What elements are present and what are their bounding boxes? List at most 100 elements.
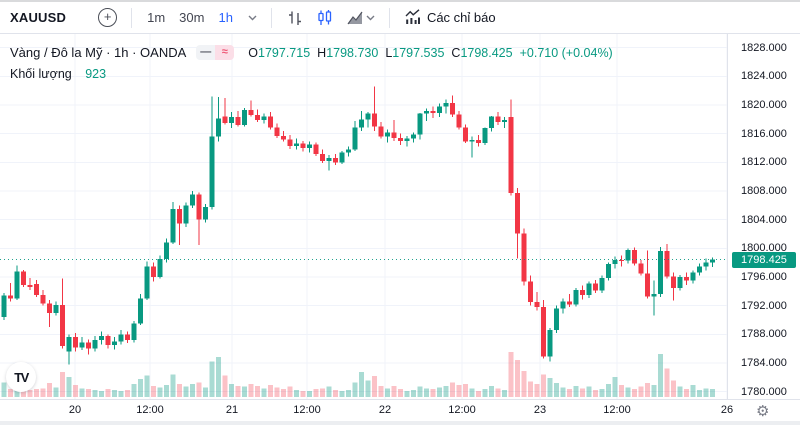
time-axis-label: 12:00 <box>293 404 321 416</box>
candle-body <box>697 266 702 273</box>
volume-bar <box>521 371 527 397</box>
volume-bar <box>21 387 26 397</box>
volume-bar <box>469 388 475 397</box>
volume-bar <box>287 386 293 397</box>
volume-bar <box>697 390 702 397</box>
symbol-description[interactable]: Vàng / Đô la Mỹ · 1h · OANDA <box>10 45 187 60</box>
candle-body <box>34 284 39 295</box>
volume-value: 923 <box>85 67 107 81</box>
indicators-button[interactable]: Các chỉ báo <box>398 4 502 32</box>
volume-bar <box>547 377 553 397</box>
bars-style-button[interactable] <box>280 4 310 32</box>
legend-minimize-button[interactable]: — <box>196 45 216 60</box>
candle-body <box>86 342 91 349</box>
compare-add-button[interactable]: + <box>92 4 123 32</box>
volume-bar <box>92 390 98 397</box>
volume-bar <box>378 385 384 397</box>
interval-30m-button[interactable]: 30m <box>172 10 211 25</box>
candle-body <box>456 114 462 128</box>
volume-bar <box>664 368 670 397</box>
volume-bar <box>372 376 377 397</box>
price-axis-label: 1808.000 <box>741 185 787 198</box>
high-label: H <box>317 45 327 60</box>
candle-body <box>112 341 117 346</box>
volume-bar <box>352 382 358 397</box>
candle-body <box>703 262 709 267</box>
volume-bar <box>216 357 221 397</box>
time-axis-label: 12:00 <box>136 404 164 416</box>
candle-body <box>203 206 208 220</box>
time-axis-label: 20 <box>68 404 82 416</box>
price-axis-label: 1784.000 <box>741 357 787 370</box>
symbol-button[interactable]: XAUUSD <box>10 10 67 25</box>
volume-bar <box>632 389 637 397</box>
price-axis-label: 1780.000 <box>741 385 787 398</box>
volume-bar <box>157 387 163 397</box>
volume-study-label[interactable]: Khối lượng <box>10 67 72 81</box>
candle-body <box>365 113 371 120</box>
price-axis-label: 1792.000 <box>741 299 787 312</box>
candle-body <box>469 140 475 142</box>
candle-body <box>73 337 78 348</box>
volume-bar <box>248 384 254 397</box>
volume-bar <box>599 389 605 397</box>
volume-bar <box>313 389 319 397</box>
candle-body <box>450 102 455 115</box>
volume-bar <box>671 380 676 397</box>
volume-bar <box>170 374 176 397</box>
volume-bar <box>294 390 299 397</box>
candle-body <box>164 242 169 260</box>
candle-body <box>242 110 247 126</box>
volume-bar <box>619 384 624 397</box>
candle-body <box>684 277 689 281</box>
interval-menu-button[interactable] <box>240 4 263 32</box>
candle-body <box>378 126 384 137</box>
candle-body <box>118 334 124 342</box>
close-value: 1798.425 <box>460 45 513 60</box>
volume-bar <box>677 386 683 397</box>
volume-bar <box>86 389 91 397</box>
volume-bar <box>34 389 39 397</box>
chart-region: Vàng / Đô la Mỹ · 1h · OANDA — ≈ O 1797.7… <box>0 34 800 399</box>
interval-1h-button[interactable]: 1h <box>211 10 239 25</box>
interval-1m-button[interactable]: 1m <box>140 10 172 25</box>
candle-body <box>645 273 650 297</box>
candle-body <box>560 301 566 309</box>
plus-circle-icon: + <box>98 8 118 27</box>
candle-body <box>489 116 494 128</box>
candle-body <box>554 308 559 331</box>
candle-body <box>268 116 273 128</box>
candle-body <box>567 301 572 305</box>
volume-bar <box>690 384 696 397</box>
open-value: 1797.715 <box>258 45 311 60</box>
volume-bar <box>638 386 644 397</box>
toolbar-divider <box>131 7 133 28</box>
price-axis-label: 1828.000 <box>741 41 787 54</box>
candle-body <box>677 277 683 288</box>
candle-body <box>482 127 488 144</box>
candles-style-button[interactable] <box>310 4 340 32</box>
low-label: L <box>385 45 393 60</box>
volume-bar <box>177 384 182 397</box>
candle-body <box>157 259 163 278</box>
candle-body <box>235 117 241 126</box>
candle-body <box>346 149 351 153</box>
area-style-button[interactable] <box>340 4 381 32</box>
candle-body <box>326 158 332 161</box>
price-axis[interactable]: 1798.425 1828.000 1824.000 1820.000 1816.00… <box>727 34 800 399</box>
tradingview-logo[interactable]: TV <box>6 362 36 392</box>
candle-body <box>131 323 137 341</box>
candle-body <box>27 284 33 288</box>
chart-canvas[interactable] <box>0 34 727 399</box>
volume-bar <box>573 385 579 397</box>
candle-body <box>177 208 182 224</box>
delayed-data-badge[interactable]: ≈ <box>215 45 235 60</box>
time-axis[interactable]: ⚙ 20 12:00 21 12:00 22 12:00 23 12:00 26 <box>0 399 800 421</box>
volume-bar <box>144 375 150 397</box>
volume-bar <box>339 390 345 397</box>
volume-bar <box>528 381 533 397</box>
gear-icon[interactable]: ⚙ <box>756 403 770 420</box>
candle-body <box>209 136 215 207</box>
volume-bar <box>242 386 247 397</box>
candle-body <box>411 134 416 139</box>
